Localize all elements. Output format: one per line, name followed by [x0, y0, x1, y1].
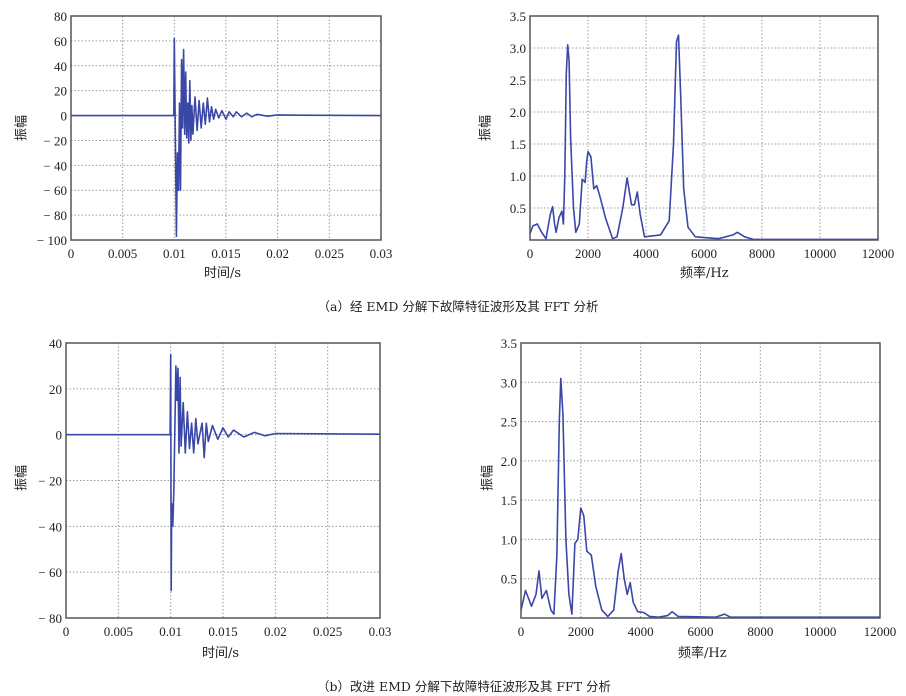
- caption-a: （a）经 EMD 分解下故障特征波形及其 FFT 分析: [317, 299, 599, 314]
- plot-frame-a-waveform: [70, 15, 382, 241]
- y-tick-label: − 80: [38, 611, 62, 626]
- y-tick-label: 0.5: [510, 201, 526, 216]
- y-tick-label: 1.0: [510, 169, 526, 184]
- y-tick-label: 1.5: [501, 493, 517, 508]
- x-tick-label: 0.005: [104, 624, 133, 639]
- y-tick-label: − 80: [43, 208, 67, 223]
- y-tick-label: 0: [61, 109, 68, 124]
- xlabel-b-spectrum: 频率/Hz: [678, 646, 727, 661]
- x-tick-label: 0.005: [108, 246, 137, 261]
- y-tick-label: 3.0: [510, 41, 526, 56]
- x-tick-label: 0.01: [159, 624, 182, 639]
- y-tick-label: 2.5: [510, 73, 526, 88]
- x-tick-label: 0.01: [163, 246, 186, 261]
- x-tick-label: 4000: [633, 246, 659, 261]
- y-tick-label: 3.5: [501, 336, 517, 351]
- series-line-waveform: [66, 353, 381, 592]
- series-line-fft: [529, 34, 878, 241]
- y-tick-label: 0: [56, 428, 63, 443]
- x-tick-label: 0.02: [266, 246, 289, 261]
- series-line-fft: [520, 377, 880, 618]
- xlabel-b-waveform: 时间/s: [202, 646, 240, 661]
- y-tick-label: 20: [54, 84, 67, 99]
- x-tick-label: 0.015: [208, 624, 237, 639]
- x-tick-label: 0.025: [315, 246, 344, 261]
- y-tick-label: 3.5: [510, 9, 526, 24]
- y-tick-label: − 100: [37, 233, 67, 248]
- y-tick-label: 40: [54, 59, 67, 74]
- x-tick-label: 8000: [749, 246, 775, 261]
- series-line-waveform: [71, 37, 382, 238]
- x-tick-label: 0.03: [369, 624, 392, 639]
- y-tick-label: 60: [54, 34, 67, 49]
- x-tick-label: 6000: [688, 624, 714, 639]
- plot-frame-a-spectrum: [529, 15, 879, 241]
- x-tick-label: 0.015: [211, 246, 240, 261]
- ylabel-a-waveform: 振幅: [14, 114, 30, 142]
- x-tick-label: 0: [527, 246, 534, 261]
- y-tick-label: − 60: [38, 565, 62, 580]
- x-tick-label: 12000: [864, 624, 897, 639]
- x-tick-label: 0: [68, 246, 75, 261]
- x-tick-label: 0.02: [264, 624, 287, 639]
- y-tick-label: 20: [49, 382, 62, 397]
- y-tick-label: − 20: [43, 133, 67, 148]
- y-tick-label: − 40: [43, 158, 67, 173]
- ylabel-b-spectrum: 振幅: [480, 464, 496, 492]
- x-tick-label: 10000: [804, 246, 837, 261]
- caption-b: （b）改进 EMD 分解下故障特征波形及其 FFT 分析: [316, 679, 612, 694]
- y-tick-label: 1.5: [510, 137, 526, 152]
- x-tick-label: 0.03: [370, 246, 393, 261]
- x-tick-label: 4000: [628, 624, 654, 639]
- x-tick-label: 2000: [575, 246, 601, 261]
- y-tick-label: − 20: [38, 474, 62, 489]
- x-tick-label: 12000: [862, 246, 895, 261]
- y-tick-label: 2.5: [501, 415, 517, 430]
- x-tick-label: 0.025: [313, 624, 342, 639]
- xlabel-a-spectrum: 频率/Hz: [680, 266, 729, 281]
- y-tick-label: 2.0: [501, 454, 517, 469]
- x-tick-label: 0: [518, 624, 525, 639]
- plot-frame-b-spectrum: [520, 342, 881, 619]
- x-tick-label: 8000: [747, 624, 773, 639]
- y-tick-label: 1.0: [501, 532, 517, 547]
- ylabel-a-spectrum: 振幅: [478, 114, 494, 142]
- plot-frame-b-waveform: [65, 342, 381, 619]
- ylabel-b-waveform: 振幅: [14, 464, 30, 492]
- y-tick-label: 80: [54, 9, 67, 24]
- x-tick-label: 2000: [568, 624, 594, 639]
- x-tick-label: 6000: [691, 246, 717, 261]
- x-tick-label: 10000: [804, 624, 837, 639]
- xlabel-a-waveform: 时间/s: [204, 266, 242, 281]
- x-tick-label: 0: [63, 624, 70, 639]
- y-tick-label: 40: [49, 336, 62, 351]
- y-tick-label: 2.0: [510, 105, 526, 120]
- y-tick-label: 0.5: [501, 572, 517, 587]
- y-tick-label: 3.0: [501, 375, 517, 390]
- y-tick-label: − 60: [43, 183, 67, 198]
- y-tick-label: − 40: [38, 519, 62, 534]
